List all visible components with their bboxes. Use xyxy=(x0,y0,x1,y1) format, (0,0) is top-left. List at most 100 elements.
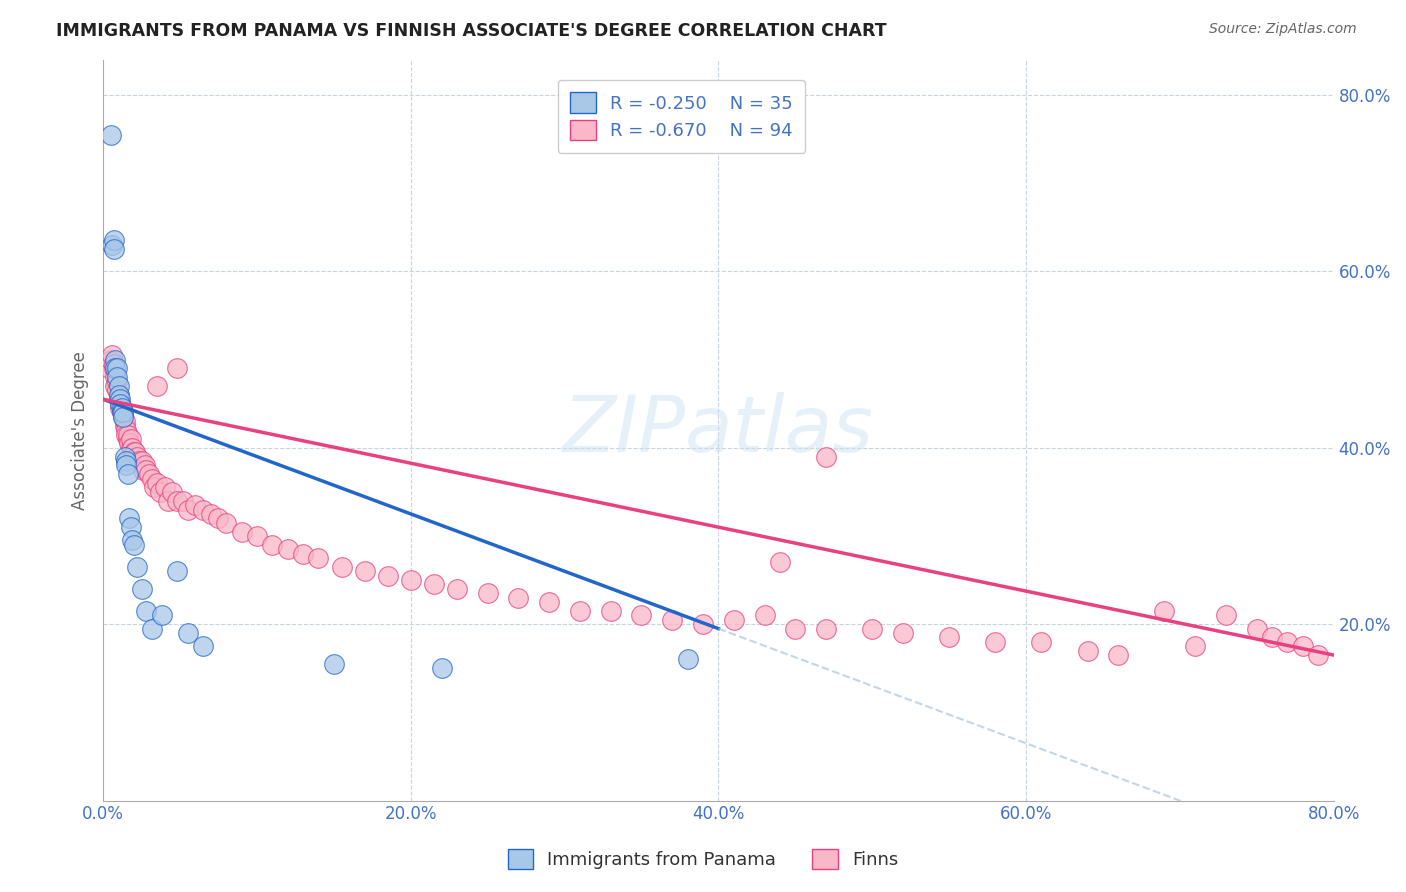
Point xyxy=(1246,622,1268,636)
Point xyxy=(114,450,136,464)
Point xyxy=(104,370,127,384)
Point xyxy=(184,498,207,512)
Point xyxy=(114,418,136,433)
Point xyxy=(103,357,125,371)
Point xyxy=(149,484,172,499)
Point xyxy=(112,409,135,424)
Point xyxy=(938,631,960,645)
Point xyxy=(114,414,136,428)
Point xyxy=(108,392,131,407)
Point xyxy=(135,604,157,618)
Legend: Immigrants from Panama, Finns: Immigrants from Panama, Finns xyxy=(499,839,907,879)
Point xyxy=(107,388,129,402)
Point xyxy=(446,582,468,596)
Point xyxy=(153,480,176,494)
Point xyxy=(891,626,914,640)
Point xyxy=(125,450,148,464)
Point xyxy=(103,242,125,256)
Point xyxy=(101,238,124,252)
Point xyxy=(122,538,145,552)
Point xyxy=(330,559,353,574)
Point xyxy=(568,604,591,618)
Point xyxy=(110,401,132,415)
Point xyxy=(508,591,530,605)
Point xyxy=(100,352,122,367)
Point xyxy=(98,361,121,376)
Point xyxy=(150,608,173,623)
Point xyxy=(1308,648,1330,662)
Point xyxy=(121,533,143,548)
Point xyxy=(115,458,138,473)
Point xyxy=(125,559,148,574)
Point xyxy=(353,564,375,578)
Point xyxy=(815,622,838,636)
Point xyxy=(105,375,128,389)
Point xyxy=(107,388,129,402)
Point xyxy=(141,622,163,636)
Point xyxy=(120,441,142,455)
Point xyxy=(200,507,222,521)
Text: IMMIGRANTS FROM PANAMA VS FINNISH ASSOCIATE'S DEGREE CORRELATION CHART: IMMIGRANTS FROM PANAMA VS FINNISH ASSOCI… xyxy=(56,22,887,40)
Point xyxy=(118,511,141,525)
Point xyxy=(121,441,143,455)
Point xyxy=(107,392,129,407)
Point xyxy=(231,524,253,539)
Point xyxy=(104,361,127,376)
Point xyxy=(131,582,153,596)
Point xyxy=(108,401,131,415)
Point xyxy=(177,502,200,516)
Point xyxy=(112,405,135,419)
Point xyxy=(191,502,214,516)
Point xyxy=(124,445,146,459)
Point xyxy=(117,427,139,442)
Point xyxy=(112,405,135,419)
Point xyxy=(1215,608,1237,623)
Point xyxy=(142,480,165,494)
Point xyxy=(112,409,135,424)
Point xyxy=(162,484,184,499)
Point xyxy=(1277,635,1299,649)
Point xyxy=(277,542,299,557)
Point xyxy=(135,463,157,477)
Point xyxy=(146,379,169,393)
Point xyxy=(146,476,169,491)
Point xyxy=(1076,643,1098,657)
Point xyxy=(120,432,142,446)
Point xyxy=(166,361,188,376)
Point xyxy=(191,639,214,653)
Point xyxy=(156,493,179,508)
Point xyxy=(105,361,128,376)
Point xyxy=(118,436,141,450)
Point xyxy=(101,348,124,362)
Point xyxy=(860,622,883,636)
Point xyxy=(105,370,128,384)
Point xyxy=(769,556,792,570)
Point xyxy=(166,493,188,508)
Point xyxy=(599,604,621,618)
Point xyxy=(105,384,128,398)
Point xyxy=(723,613,745,627)
Point xyxy=(115,454,138,468)
Point xyxy=(131,454,153,468)
Point xyxy=(1292,639,1315,653)
Point xyxy=(117,432,139,446)
Point xyxy=(423,577,446,591)
Point xyxy=(172,493,194,508)
Point xyxy=(103,361,125,376)
Point xyxy=(100,128,122,142)
Point xyxy=(122,445,145,459)
Point xyxy=(430,661,453,675)
Point xyxy=(108,397,131,411)
Point xyxy=(1184,639,1206,653)
Point xyxy=(141,472,163,486)
Point xyxy=(984,635,1007,649)
Point xyxy=(377,568,399,582)
Point xyxy=(399,573,422,587)
Point xyxy=(120,520,142,534)
Point xyxy=(207,511,229,525)
Point xyxy=(1153,604,1175,618)
Point xyxy=(138,467,160,482)
Point xyxy=(134,458,156,473)
Point xyxy=(815,450,838,464)
Point xyxy=(132,463,155,477)
